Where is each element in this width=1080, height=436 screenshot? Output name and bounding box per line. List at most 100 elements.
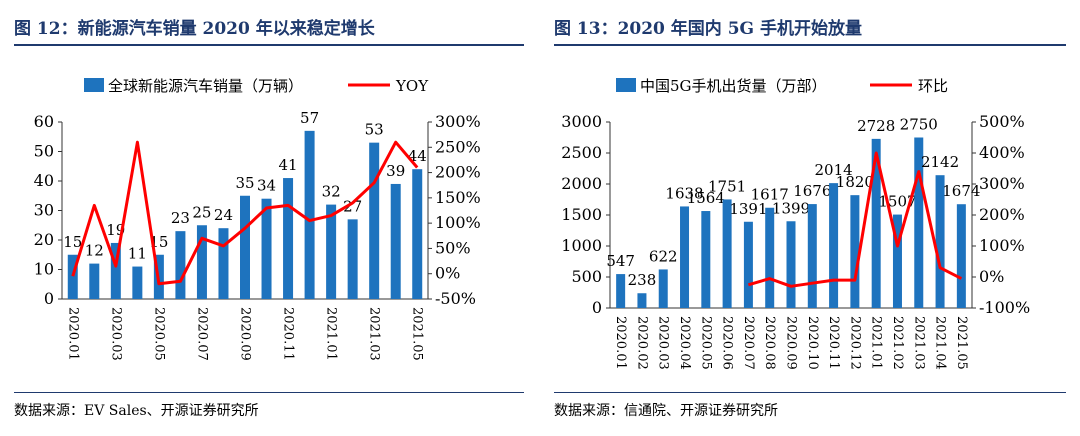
x-tick-label: 2020.05	[151, 307, 166, 361]
y-left-tick-label: 60	[34, 112, 54, 131]
bar-value-label: 1638	[665, 184, 703, 202]
bar	[807, 204, 817, 308]
bar	[89, 263, 100, 299]
x-tick-label: 2020.11	[826, 316, 841, 370]
bar-value-label: 2750	[900, 116, 938, 134]
y-right-tick-label: -50%	[435, 289, 476, 308]
x-tick-label: 2021.05	[410, 307, 425, 361]
bar-value-label: 11	[128, 245, 147, 263]
y-left-tick-label: 0	[44, 289, 54, 308]
bar-value-label: 44	[408, 147, 427, 165]
bar-value-label: 53	[365, 121, 384, 139]
y-left-tick-label: 50	[34, 142, 54, 161]
series-line	[747, 151, 963, 288]
x-tick-label: 2021.03	[911, 316, 926, 370]
bar	[261, 198, 272, 299]
bar-value-label: 238	[628, 271, 657, 289]
bar	[347, 219, 358, 299]
bar-value-label: 1676	[793, 182, 831, 200]
source-rule	[14, 392, 524, 393]
bar-value-label: 34	[257, 177, 276, 195]
bar	[892, 214, 902, 308]
x-tick-label: 2021.01	[324, 307, 339, 361]
bar	[110, 242, 121, 299]
y-left-tick-label: 2500	[561, 143, 602, 162]
y-left-tick-label: 20	[34, 230, 54, 249]
y-right-tick-label: 300%	[435, 112, 481, 131]
x-tick-label: 2020.05	[698, 316, 713, 370]
y-right-tick-label: 200%	[435, 163, 481, 182]
chart-area: 中国5G手机出货量（万部） 环比 0 500 1000 1500 2000 2500 3000 -…	[561, 77, 1030, 370]
bar	[743, 221, 753, 308]
bar-value-label: 15	[63, 233, 82, 251]
legend-line-label: 环比	[918, 77, 948, 95]
bar-value-label: 1820	[836, 173, 874, 191]
legend-bar-swatch	[616, 78, 636, 92]
y-left-tick-label: 30	[34, 201, 54, 220]
x-tick-label: 2020.12	[847, 316, 862, 370]
legend-bar-label: 中国5G手机出货量（万部）	[640, 77, 827, 95]
x-tick-label: 2020.10	[805, 316, 820, 370]
y-left-tick-label: 1500	[561, 205, 602, 224]
bar	[196, 225, 207, 299]
bar-value-label: 1674	[942, 182, 980, 200]
x-tick-label: 2020.04	[677, 316, 692, 370]
bar	[369, 142, 380, 299]
y-right-tick-label: 400%	[979, 143, 1025, 162]
y-left-tick-label: 2000	[561, 174, 602, 193]
bar-value-label: 39	[386, 162, 405, 180]
chart-panel-1: 图 12：新能源汽车销量 2020 年以来稳定增长 全球新能源汽车销量（万辆） Y…	[14, 19, 524, 419]
y-right-tick-label: 300%	[979, 174, 1025, 193]
x-tick-label: 2020.07	[741, 316, 756, 370]
bar-value-label: 1399	[772, 199, 810, 217]
bar-value-label: 41	[279, 156, 298, 174]
source-note: 数据来源：EV Sales、开源证券研究所	[14, 403, 259, 419]
bar	[680, 206, 690, 308]
y-right-tick-label: 100%	[979, 236, 1025, 255]
bar-value-label: 622	[649, 247, 678, 265]
bar	[658, 269, 668, 308]
bar	[722, 199, 732, 308]
bar	[326, 204, 337, 299]
y-right-tick-label: 150%	[435, 188, 481, 207]
title-rule	[14, 44, 524, 46]
x-tick-label: 2020.09	[238, 307, 253, 361]
bar	[67, 254, 78, 299]
bar	[765, 207, 775, 308]
y-left-tick-label: 500	[571, 267, 602, 286]
x-tick-label: 2020.03	[108, 307, 123, 361]
x-tick-label: 2020.07	[194, 307, 209, 361]
x-tick-label: 2021.02	[890, 316, 905, 370]
y-right-tick-label: 0%	[979, 267, 1004, 286]
bar	[829, 183, 839, 308]
bar-value-label: 23	[171, 209, 190, 227]
bar-value-label: 25	[192, 203, 211, 221]
y-left-tick-label: 3000	[561, 112, 602, 131]
bar-value-label: 547	[606, 252, 635, 270]
y-left-tick-label: 10	[34, 260, 54, 279]
source-note: 数据来源：信通院、开源证券研究所	[554, 403, 778, 419]
title-rule	[554, 44, 1066, 46]
bar	[616, 274, 626, 308]
bar	[935, 175, 945, 308]
series-line	[71, 140, 419, 286]
chart-panel-2: 图 13：2020 年国内 5G 手机开始放量 中国5G手机出货量（万部） 环比 0…	[540, 0, 1080, 436]
bar-value-label: 27	[343, 197, 362, 215]
bar	[304, 130, 315, 299]
legend-bar-swatch	[84, 78, 104, 92]
x-tick-label: 2020.03	[656, 316, 671, 370]
y-left-tick-label: 40	[34, 171, 54, 190]
x-tick-label: 2020.08	[762, 316, 777, 370]
bar	[871, 138, 881, 308]
x-tick-label: 2020.02	[634, 316, 649, 370]
y-right-tick-label: 500%	[979, 112, 1025, 131]
x-tick-label: 2020.11	[281, 307, 296, 361]
figure-title: 图 12：新能源汽车销量 2020 年以来稳定增长	[14, 19, 375, 39]
y-right-tick-label: 250%	[435, 137, 481, 156]
bar	[132, 266, 143, 299]
bar	[218, 228, 229, 299]
bar	[701, 211, 711, 308]
x-tick-label: 2021.03	[367, 307, 382, 361]
source-rule	[554, 392, 1066, 393]
bar-value-label: 1617	[751, 186, 789, 204]
